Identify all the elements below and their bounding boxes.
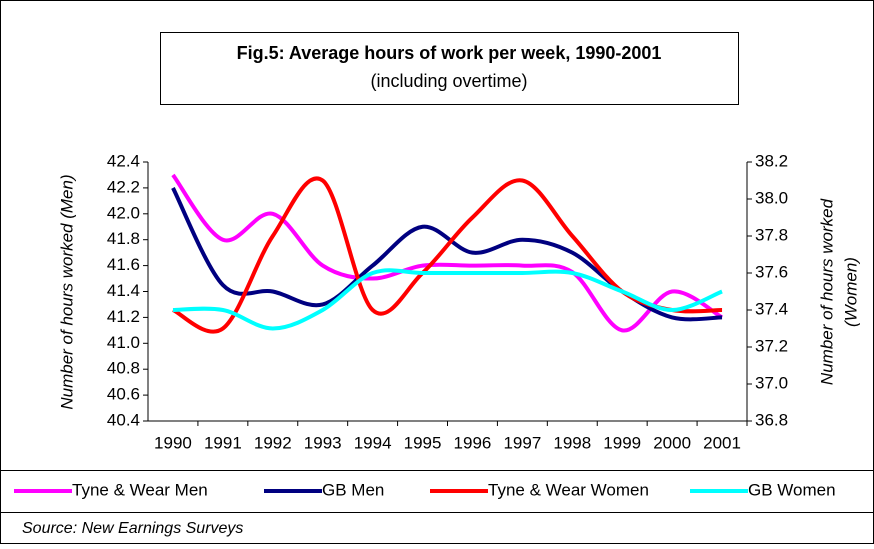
y2-axis-title: Number of hours worked <box>817 198 836 385</box>
y2-tick-label: 37.2 <box>755 336 788 355</box>
y-tick-label: 42.2 <box>107 177 140 196</box>
y2-tick-label: 37.8 <box>755 225 788 244</box>
y-tick-label: 42.4 <box>107 151 140 170</box>
legend-label: GB Women <box>748 480 836 499</box>
source-note: Source: New Earnings Surveys <box>22 520 243 537</box>
legend-label: Tyne & Wear Women <box>488 480 649 499</box>
x-tick-label: 2000 <box>653 433 691 452</box>
y2-tick-label: 37.4 <box>755 299 788 318</box>
legend-label: Tyne & Wear Men <box>72 480 208 499</box>
y-tick-label: 40.4 <box>107 410 140 429</box>
y-axis-title: Number of hours worked (Men) <box>57 174 76 409</box>
line-series <box>171 173 724 333</box>
y-tick-label: 41.4 <box>107 281 140 300</box>
y2-tick-label: 37.0 <box>755 373 788 392</box>
y-tick-label: 41.2 <box>107 307 140 326</box>
x-tick-label: 2001 <box>703 433 741 452</box>
y-tick-label: 41.8 <box>107 229 140 248</box>
x-tick-label: 1991 <box>204 433 242 452</box>
title-box <box>160 32 739 105</box>
x-tick-label: 1992 <box>254 433 292 452</box>
x-tick-label: 1994 <box>354 433 392 452</box>
y2-tick-label: 37.6 <box>755 262 788 281</box>
x-tick-label: 1996 <box>454 433 492 452</box>
x-tick-label: 1997 <box>503 433 541 452</box>
x-tick-label: 1998 <box>553 433 591 452</box>
chart-title: Fig.5: Average hours of work per week, 1… <box>237 43 662 63</box>
x-tick-label: 1990 <box>154 433 192 452</box>
y-tick-label: 40.6 <box>107 385 140 404</box>
y2-tick-label: 38.0 <box>755 188 788 207</box>
y2-axis-title: (Women) <box>841 257 860 327</box>
y-tick-label: 40.8 <box>107 359 140 378</box>
x-tick-label: 1999 <box>603 433 641 452</box>
y2-tick-label: 38.2 <box>755 151 788 170</box>
y2-tick-label: 36.8 <box>755 410 788 429</box>
x-tick-label: 1993 <box>304 433 342 452</box>
x-tick-label: 1995 <box>404 433 442 452</box>
y-tick-label: 41.6 <box>107 255 140 274</box>
chart-subtitle: (including overtime) <box>370 71 527 91</box>
y-tick-label: 42.0 <box>107 203 140 222</box>
y-tick-label: 41.0 <box>107 333 140 352</box>
line-series <box>172 268 723 331</box>
legend-label: GB Men <box>322 480 384 499</box>
